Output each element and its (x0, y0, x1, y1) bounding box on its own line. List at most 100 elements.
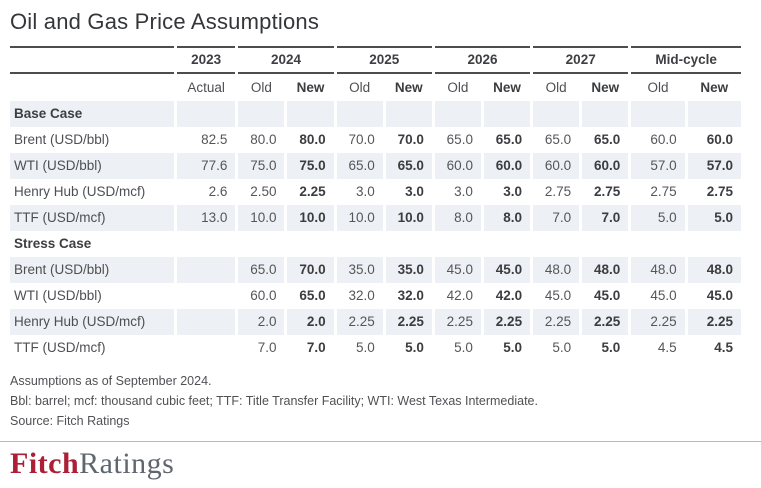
value-cell: 4.5 (657, 340, 677, 355)
page-title: Oil and Gas Price Assumptions (10, 9, 320, 34)
value-cell: 65.0 (336, 153, 383, 179)
section-empty-cell (337, 231, 383, 257)
value-cell: 5.0 (601, 340, 621, 355)
table-row: Henry Hub (USD/mcf) 2.6 2.50 2.25 3.0 3.0 3.0 3… (10, 179, 741, 205)
section-label: Stress Case (14, 236, 92, 251)
value-cell: 5.0 (355, 340, 375, 355)
row-label: WTI (USD/bbl) (14, 288, 102, 303)
subheader-2027-old: Old (545, 80, 567, 95)
year-header-mid-cycle: Mid-cycle (631, 46, 741, 74)
footnote-source: Source: Fitch Ratings (10, 414, 130, 428)
section-empty-cell (238, 231, 284, 257)
value-cell: 60.0 (706, 132, 733, 147)
table-row: Brent (USD/bbl) 82.5 80.0 80.0 70.0 70.0 65.0 6… (10, 127, 741, 153)
section-label: Base Case (10, 101, 174, 127)
row-label: TTF (USD/mcf) (14, 340, 106, 355)
footer-divider (0, 441, 761, 442)
value-cell (176, 257, 236, 283)
value-cell: 10.0 (385, 205, 432, 231)
section-empty-cell (631, 231, 684, 257)
value-cell: 60.0 (483, 153, 531, 179)
subheader-2026-old: Old (447, 80, 469, 95)
header-corner-cell (10, 46, 174, 74)
value-cell: 45.0 (544, 288, 572, 303)
value-cell: 42.0 (446, 288, 473, 303)
value-cell: 2.25 (582, 309, 629, 335)
section-empty-cell (582, 101, 629, 127)
subheader-2023-actual: Actual (187, 80, 225, 95)
value-cell: 13.0 (176, 205, 236, 231)
report-page: Oil and Gas Price Assumptions 2023 2024 20… (0, 9, 761, 429)
year-header-2024: 2024 (238, 46, 334, 74)
value-cell: 45.0 (706, 288, 733, 303)
subheader-corner-cell (10, 74, 174, 101)
value-cell: 2.0 (238, 309, 285, 335)
year-header-2025: 2025 (336, 46, 432, 74)
value-cell: 2.25 (483, 309, 531, 335)
value-cell: 45.0 (434, 257, 481, 283)
section-empty-cell (533, 231, 579, 257)
value-cell: 3.0 (355, 184, 375, 199)
value-cell: 77.6 (176, 153, 236, 179)
value-cell: 5.0 (687, 205, 741, 231)
value-cell: 2.50 (250, 184, 277, 199)
value-cell: 82.5 (201, 132, 228, 147)
section-empty-cell (176, 101, 236, 127)
value-cell: 3.0 (405, 184, 424, 199)
value-cell: 2.75 (650, 184, 677, 199)
value-cell: 32.0 (397, 288, 424, 303)
value-cell: 5.0 (503, 340, 523, 355)
row-label: Brent (USD/bbl) (14, 132, 110, 147)
section-empty-cell (688, 231, 741, 257)
value-cell: 5.0 (552, 340, 572, 355)
value-cell: 2.25 (434, 309, 481, 335)
value-cell: 32.0 (348, 288, 375, 303)
value-cell: 2.25 (385, 309, 432, 335)
value-cell: 80.0 (250, 132, 277, 147)
section-empty-cell (484, 231, 530, 257)
value-cell: 3.0 (503, 184, 523, 199)
value-cell: 7.0 (533, 205, 580, 231)
subheader-2025-old: Old (349, 80, 371, 95)
subheader-2024-old: Old (250, 80, 272, 95)
value-cell: 75.0 (238, 153, 285, 179)
row-label: Henry Hub (USD/mcf) (14, 184, 146, 199)
fitch-ratings-logo: FitchRatings (0, 442, 761, 480)
logo-word-fitch: Fitch (10, 447, 80, 480)
value-cell: 8.0 (434, 205, 481, 231)
value-cell: 2.75 (544, 184, 572, 199)
section-empty-cell (533, 101, 580, 127)
value-cell: 48.0 (533, 257, 580, 283)
value-cell: 35.0 (385, 257, 432, 283)
value-cell (177, 283, 235, 309)
section-empty-cell (483, 101, 531, 127)
value-cell: 10.0 (287, 205, 334, 231)
footnotes: Assumptions as of September 2024. Bbl: b… (10, 373, 747, 429)
value-cell: 2.75 (594, 184, 621, 199)
section-row: Stress Case (10, 231, 741, 257)
year-header-2027: 2027 (533, 46, 629, 74)
value-cell: 57.0 (631, 153, 685, 179)
value-cell: 65.0 (299, 288, 326, 303)
year-header-2026: 2026 (434, 46, 531, 74)
footnote-abbreviations: Bbl: barrel; mcf: thousand cubic feet; T… (10, 394, 538, 408)
value-cell: 10.0 (336, 205, 383, 231)
value-cell (176, 309, 236, 335)
value-cell: 2.25 (336, 309, 383, 335)
value-cell: 65.0 (446, 132, 473, 147)
value-cell: 60.0 (434, 153, 481, 179)
table-body: Base Case Brent (USD/bbl) 82.5 80.0 80.0 70.0… (10, 101, 741, 361)
value-cell (177, 335, 235, 361)
price-assumptions-table: 2023 2024 2025 2026 2027 Mid-cycle Actual Old Ne… (7, 46, 744, 361)
table-row: WTI (USD/bbl) 77.6 75.0 75.0 65.0 65.0 60.0 60.… (10, 153, 741, 179)
value-cell: 48.0 (687, 257, 741, 283)
value-cell: 2.25 (533, 309, 580, 335)
value-cell: 2.6 (208, 184, 228, 199)
subheader-2027-new: New (591, 80, 620, 95)
subheader-2025-new: New (394, 80, 423, 95)
value-cell: 2.0 (287, 309, 334, 335)
subheader-mid-cycle-old: Old (647, 80, 669, 95)
value-cell: 5.0 (631, 205, 685, 231)
value-cell: 5.0 (454, 340, 473, 355)
value-cell: 60.0 (250, 288, 277, 303)
